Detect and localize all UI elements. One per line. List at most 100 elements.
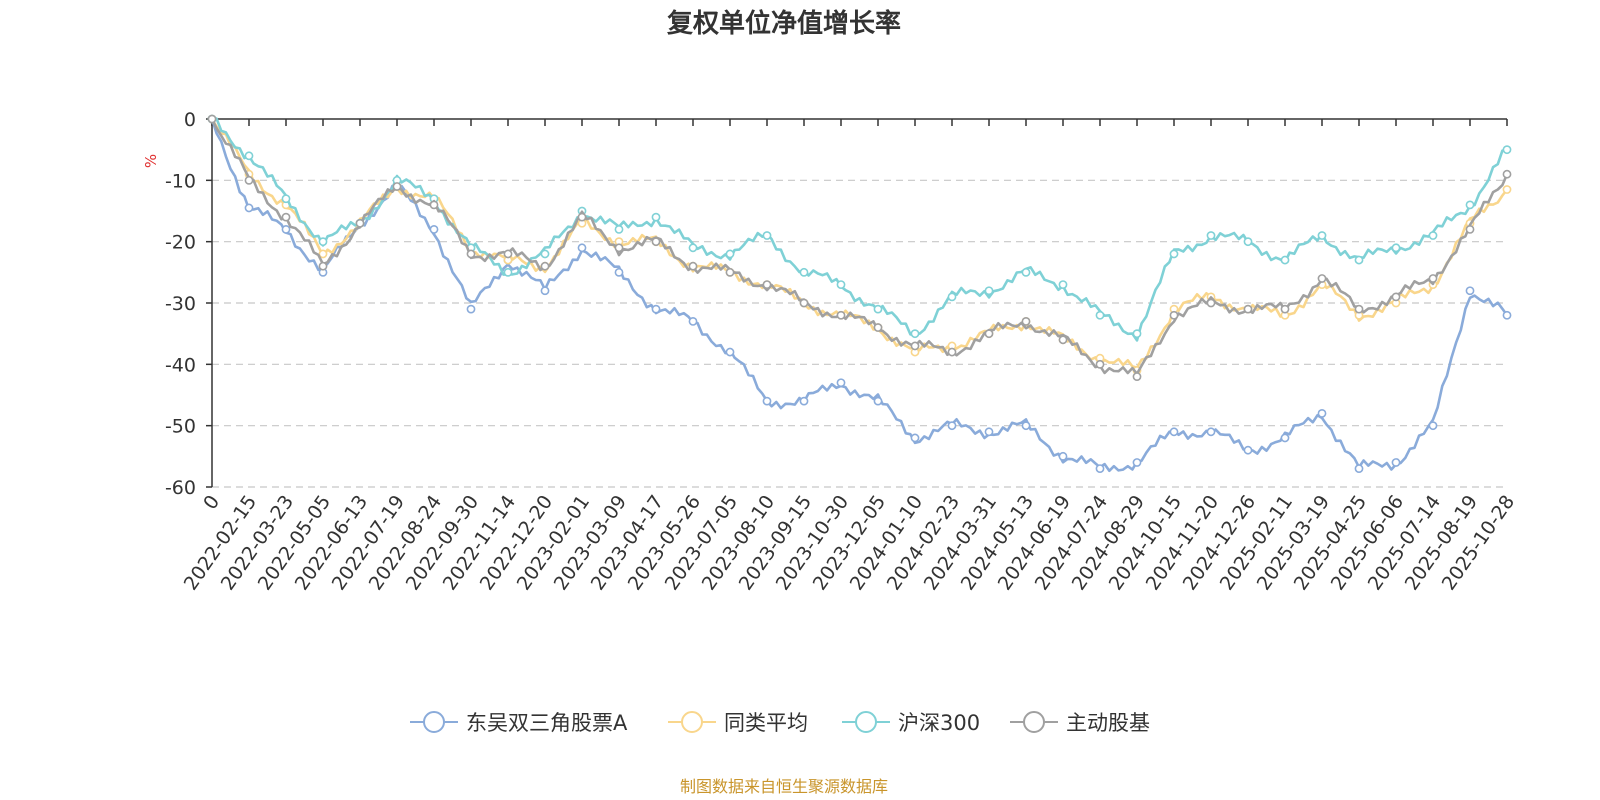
series-line xyxy=(210,118,1509,369)
series-line xyxy=(211,117,1508,342)
series-point xyxy=(1317,231,1327,240)
series-point xyxy=(355,218,365,228)
series-point xyxy=(1021,316,1031,326)
legend-marker xyxy=(1023,711,1045,733)
series-point xyxy=(318,237,328,247)
grid xyxy=(212,179,1507,488)
series-point xyxy=(1354,464,1364,473)
series-point xyxy=(984,286,994,296)
series-point xyxy=(688,261,698,271)
series-point xyxy=(1058,335,1068,345)
series-point xyxy=(281,194,291,204)
series-point xyxy=(244,203,254,213)
series-point xyxy=(392,182,402,191)
series-point xyxy=(1391,458,1401,467)
series-point xyxy=(466,304,476,314)
legend-label: 同类平均 xyxy=(724,711,808,735)
x-tick-label: 0 xyxy=(199,491,224,514)
series-point xyxy=(1428,231,1438,240)
series-line xyxy=(210,118,1509,376)
series-point xyxy=(1465,224,1475,234)
series-point xyxy=(1502,310,1512,320)
y-tick-label: -40 xyxy=(165,354,196,376)
series-point xyxy=(1169,249,1179,259)
legend-label: 沪深300 xyxy=(898,711,980,735)
data-source-note: 制图数据来自恒生聚源数据库 xyxy=(680,777,888,796)
series-point xyxy=(1502,169,1512,179)
series-point xyxy=(762,280,772,289)
series-point xyxy=(1132,458,1142,467)
series-point xyxy=(651,212,661,222)
series-point xyxy=(1280,255,1290,265)
series-point xyxy=(725,267,735,277)
series-point xyxy=(873,304,883,314)
series-point xyxy=(799,267,809,277)
series-point xyxy=(540,249,550,259)
series-point xyxy=(1428,421,1438,431)
y-tick-label: -30 xyxy=(165,293,196,315)
series-point xyxy=(244,175,254,185)
series-point xyxy=(1021,267,1031,277)
series-point xyxy=(1391,292,1401,302)
series-point xyxy=(429,200,439,210)
series-point xyxy=(1354,304,1364,314)
legend-marker xyxy=(855,711,877,733)
chart-title: 复权单位净值增长率 xyxy=(667,8,901,39)
series-point xyxy=(1354,255,1364,265)
series-point xyxy=(429,224,439,234)
series-point xyxy=(688,243,698,253)
series-point xyxy=(799,396,809,406)
series-point xyxy=(1206,231,1216,240)
series-point xyxy=(1243,304,1253,314)
axes xyxy=(206,118,1508,488)
series-point xyxy=(1132,329,1142,339)
series-point xyxy=(910,433,920,443)
series-point xyxy=(1280,304,1290,314)
series-point xyxy=(318,261,328,271)
series-point xyxy=(577,243,587,253)
series-point xyxy=(1317,408,1327,418)
y-tick-label: -60 xyxy=(165,477,196,499)
legend: 东吴双三角股票A 同类平均 沪深300 主动股基 xyxy=(410,711,1150,735)
series-point xyxy=(1095,464,1105,473)
series-point xyxy=(207,114,217,124)
legend-label: 东吴双三角股票A xyxy=(466,711,628,735)
series-point xyxy=(836,310,846,320)
series-point xyxy=(1243,445,1253,455)
series-point xyxy=(614,267,624,277)
y-tick-label: 0 xyxy=(184,109,196,131)
series-point xyxy=(281,212,291,222)
series-point xyxy=(1428,274,1438,283)
series-point xyxy=(836,280,846,289)
series-point xyxy=(1391,243,1401,253)
series-point xyxy=(910,341,920,351)
series-point xyxy=(947,292,957,302)
series-point xyxy=(540,261,550,271)
series-point xyxy=(244,151,254,161)
series-point xyxy=(836,378,846,388)
series-point xyxy=(1243,237,1253,247)
series-point xyxy=(910,329,920,339)
legend-marker xyxy=(681,711,703,733)
series-point xyxy=(1058,451,1068,461)
series-point xyxy=(1021,421,1031,431)
series-point xyxy=(1132,372,1142,381)
legend-marker xyxy=(423,711,445,733)
series-point xyxy=(725,249,735,259)
y-axis-unit: % xyxy=(142,154,160,168)
y-tick-label: -10 xyxy=(165,170,196,192)
series-point xyxy=(466,249,476,259)
series-point xyxy=(984,329,994,339)
series-point xyxy=(1206,427,1216,437)
series-lines xyxy=(207,114,1512,473)
series-point xyxy=(1465,286,1475,296)
series-point xyxy=(651,237,661,247)
series-point xyxy=(614,243,624,253)
series-point xyxy=(1502,145,1512,155)
y-axis-ticks: 0 -10 -20 -30 -40 -50 -60 xyxy=(165,109,196,499)
series-point xyxy=(873,396,883,406)
series-point xyxy=(503,249,513,259)
series-point xyxy=(947,347,957,357)
series-point xyxy=(1206,298,1216,308)
